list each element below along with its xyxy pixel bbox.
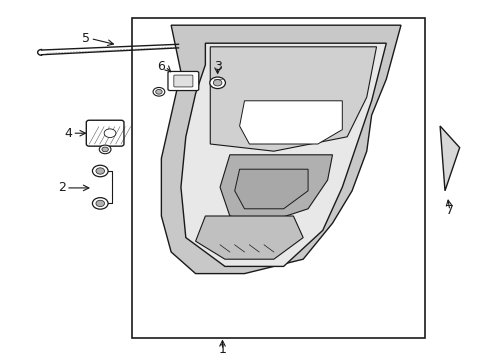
Polygon shape <box>210 47 376 151</box>
FancyBboxPatch shape <box>168 71 198 90</box>
Circle shape <box>155 89 162 94</box>
Polygon shape <box>161 25 400 274</box>
Text: 3: 3 <box>213 60 221 73</box>
Circle shape <box>104 129 116 138</box>
Polygon shape <box>239 101 342 144</box>
Polygon shape <box>234 169 307 209</box>
Polygon shape <box>181 43 386 266</box>
Circle shape <box>96 168 104 174</box>
Polygon shape <box>439 126 459 191</box>
Circle shape <box>153 87 164 96</box>
Circle shape <box>209 77 225 89</box>
Text: 5: 5 <box>82 32 90 45</box>
Text: 2: 2 <box>58 181 66 194</box>
FancyBboxPatch shape <box>86 120 124 146</box>
Text: 1: 1 <box>218 343 226 356</box>
Text: 6: 6 <box>157 60 165 73</box>
Text: 7: 7 <box>445 204 453 217</box>
FancyBboxPatch shape <box>173 75 192 87</box>
Circle shape <box>213 80 222 86</box>
Circle shape <box>92 198 108 209</box>
Circle shape <box>96 200 104 207</box>
Text: 4: 4 <box>64 127 72 140</box>
Bar <box>132 18 425 338</box>
Circle shape <box>92 165 108 177</box>
Circle shape <box>99 145 111 154</box>
Polygon shape <box>220 155 332 223</box>
Circle shape <box>102 147 108 152</box>
Polygon shape <box>195 216 303 259</box>
